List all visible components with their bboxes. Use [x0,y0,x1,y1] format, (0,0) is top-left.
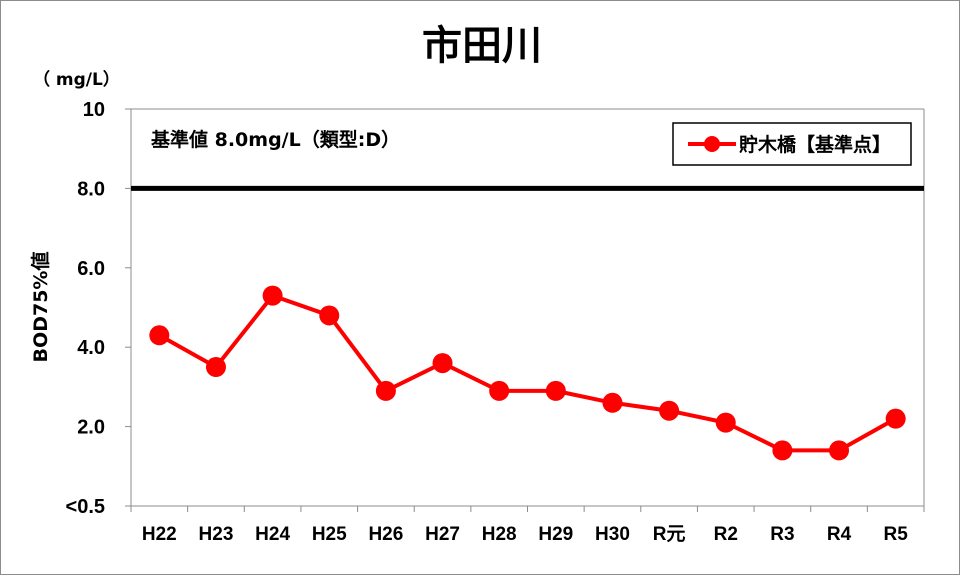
data-point [489,380,510,401]
x-tick-label: R5 [884,524,909,545]
data-point [602,392,623,413]
x-tick-label: H22 [142,524,177,545]
y-ticks: <0.5 2.0 4.0 6.0 8.0 10 [66,99,131,518]
x-tick-label: H27 [425,524,460,545]
x-tick-label: H28 [482,524,517,545]
x-tick-label: H26 [368,524,403,545]
chart-title: 市田川 [422,23,542,69]
plot-area [130,108,925,507]
data-point [205,357,226,378]
legend: 貯木橋【基準点】 [672,122,912,166]
data-point [772,440,793,461]
data-point [375,380,396,401]
x-tick-label: H24 [255,524,290,545]
reference-annotation: 基準値 8.0mg/L（類型:D） [150,128,400,151]
y-tick-label: 2.0 [77,417,105,439]
data-point [715,412,736,433]
data-point [885,408,906,429]
data-point [829,440,850,461]
series-points [149,285,906,461]
x-tick-label: H23 [199,524,234,545]
y-tick-label: 4.0 [77,337,105,359]
x-tick-label: R2 [714,524,738,545]
x-ticks: H22 H23 H24 H25 H26 H27 H28 H29 H30 R元 R2 R3 R4 R5 [130,506,925,545]
x-tick-label: H29 [538,524,573,545]
data-point [659,400,680,421]
legend-label: 貯木橋【基準点】 [739,133,891,156]
unit-label: （ mg/L） [33,69,120,90]
data-point [545,380,566,401]
x-tick-label: H30 [595,524,630,545]
x-tick-label: H25 [312,524,347,545]
y-axis-label: BOD75%値 [30,252,52,363]
y-tick-label: <0.5 [66,496,105,518]
x-tick-label: R元 [653,524,686,545]
data-point [432,353,453,374]
data-point [319,305,340,326]
data-point [149,325,170,346]
y-tick-label: 8.0 [77,178,105,200]
legend-marker [704,136,720,152]
y-tick-label: 10 [83,99,105,121]
data-point [262,285,283,306]
x-tick-label: R4 [827,524,852,545]
x-tick-label: R3 [770,524,794,545]
series-line-chobokubashi [158,293,897,453]
y-tick-label: 6.0 [77,258,105,280]
